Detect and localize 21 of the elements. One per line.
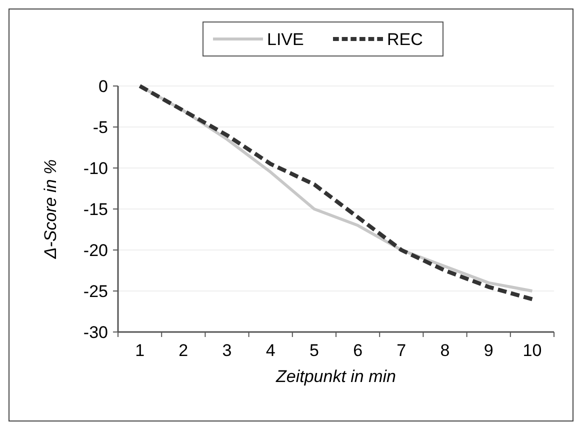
x-axis-title: Zeitpunkt in min (275, 367, 396, 386)
x-tick-label: 1 (135, 341, 145, 360)
x-tick-label: 8 (440, 341, 450, 360)
x-tick-label: 4 (266, 341, 276, 360)
y-tick-label: -5 (92, 118, 108, 137)
x-tick-label: 7 (396, 341, 406, 360)
x-tick-label: 5 (309, 341, 319, 360)
x-tick-label: 3 (222, 341, 232, 360)
y-tick-label: -10 (83, 158, 108, 178)
y-tick-label: 0 (98, 76, 108, 96)
x-tick-label: 2 (178, 341, 188, 360)
y-tick-label: -15 (83, 200, 108, 219)
y-tick-label: -20 (83, 240, 108, 260)
legend-label: LIVE (267, 30, 304, 49)
x-tick-label: 6 (353, 341, 363, 360)
x-tick-label: 10 (522, 341, 542, 360)
legend-label: REC (387, 30, 423, 49)
y-tick-label: -25 (83, 282, 108, 301)
y-tick-label: -30 (83, 322, 108, 342)
y-axis-title: Δ-Score in % (41, 159, 60, 260)
x-tick-label: 9 (484, 341, 494, 360)
